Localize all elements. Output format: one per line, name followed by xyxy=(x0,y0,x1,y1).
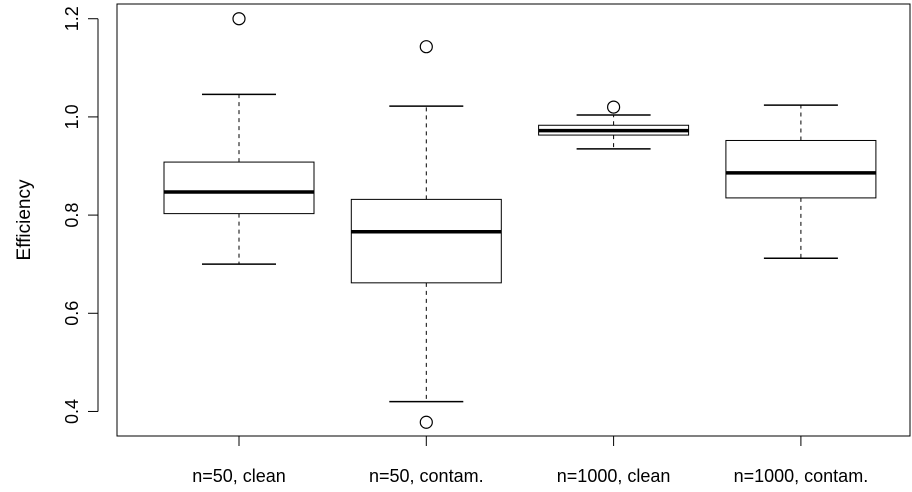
x-tick-label: n=1000, contam. xyxy=(734,466,869,486)
outlier-point xyxy=(606,100,621,114)
y-tick-label: 0.4 xyxy=(62,399,82,424)
y-tick-label: 0.6 xyxy=(62,301,82,326)
plot-frame xyxy=(116,3,911,437)
iqr-box xyxy=(350,198,502,284)
outlier-point xyxy=(419,40,433,54)
y-tick-label: 1.2 xyxy=(62,6,82,31)
iqr-box xyxy=(725,139,877,199)
plot-area: 0.4 0.6 0.8 1.0 1.2 n=50, clean n=50, contam. n… xyxy=(62,3,911,486)
iqr-box xyxy=(163,161,315,215)
outlier-point xyxy=(419,415,433,429)
y-axis-label: Efficiency xyxy=(14,179,35,260)
y-tick-label: 1.0 xyxy=(62,104,82,129)
x-tick-label: n=50, clean xyxy=(192,466,286,486)
y-tick-label: 0.8 xyxy=(62,203,82,228)
x-tick-label: n=1000, clean xyxy=(557,466,671,486)
x-tick-label: n=50, contam. xyxy=(369,466,484,486)
outlier-point xyxy=(232,12,246,26)
